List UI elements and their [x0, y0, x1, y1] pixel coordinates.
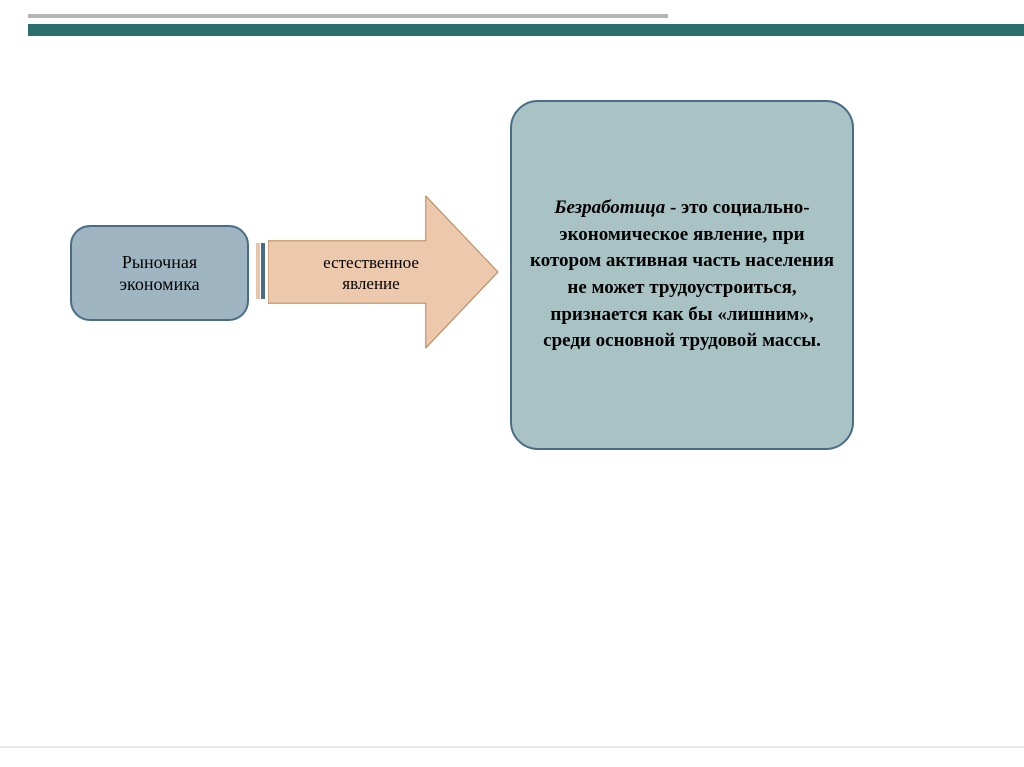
right-node-lead: Безработица	[554, 197, 665, 218]
header-line-1	[28, 14, 668, 18]
right-node-text: Безработица - это социально-экономическо…	[512, 195, 852, 355]
divider	[256, 243, 260, 299]
left-node-label: Рыночнаяэкономика	[119, 251, 199, 296]
arrow-label: естественноеявление	[296, 252, 446, 295]
slide-stage: Рыночнаяэкономика естественноеявление Бе…	[0, 0, 1024, 767]
right-node-rest: - это социально-экономическое явление, п…	[530, 197, 834, 351]
divider-bar-b	[261, 243, 265, 299]
header-decoration	[28, 14, 1024, 44]
left-node: Рыночнаяэкономика	[70, 225, 249, 321]
bottom-decoration	[0, 746, 1024, 748]
divider-bar-a	[256, 243, 260, 299]
right-node: Безработица - это социально-экономическо…	[510, 100, 854, 450]
arrow: естественноеявление	[268, 194, 500, 350]
header-line-2	[28, 24, 1024, 36]
